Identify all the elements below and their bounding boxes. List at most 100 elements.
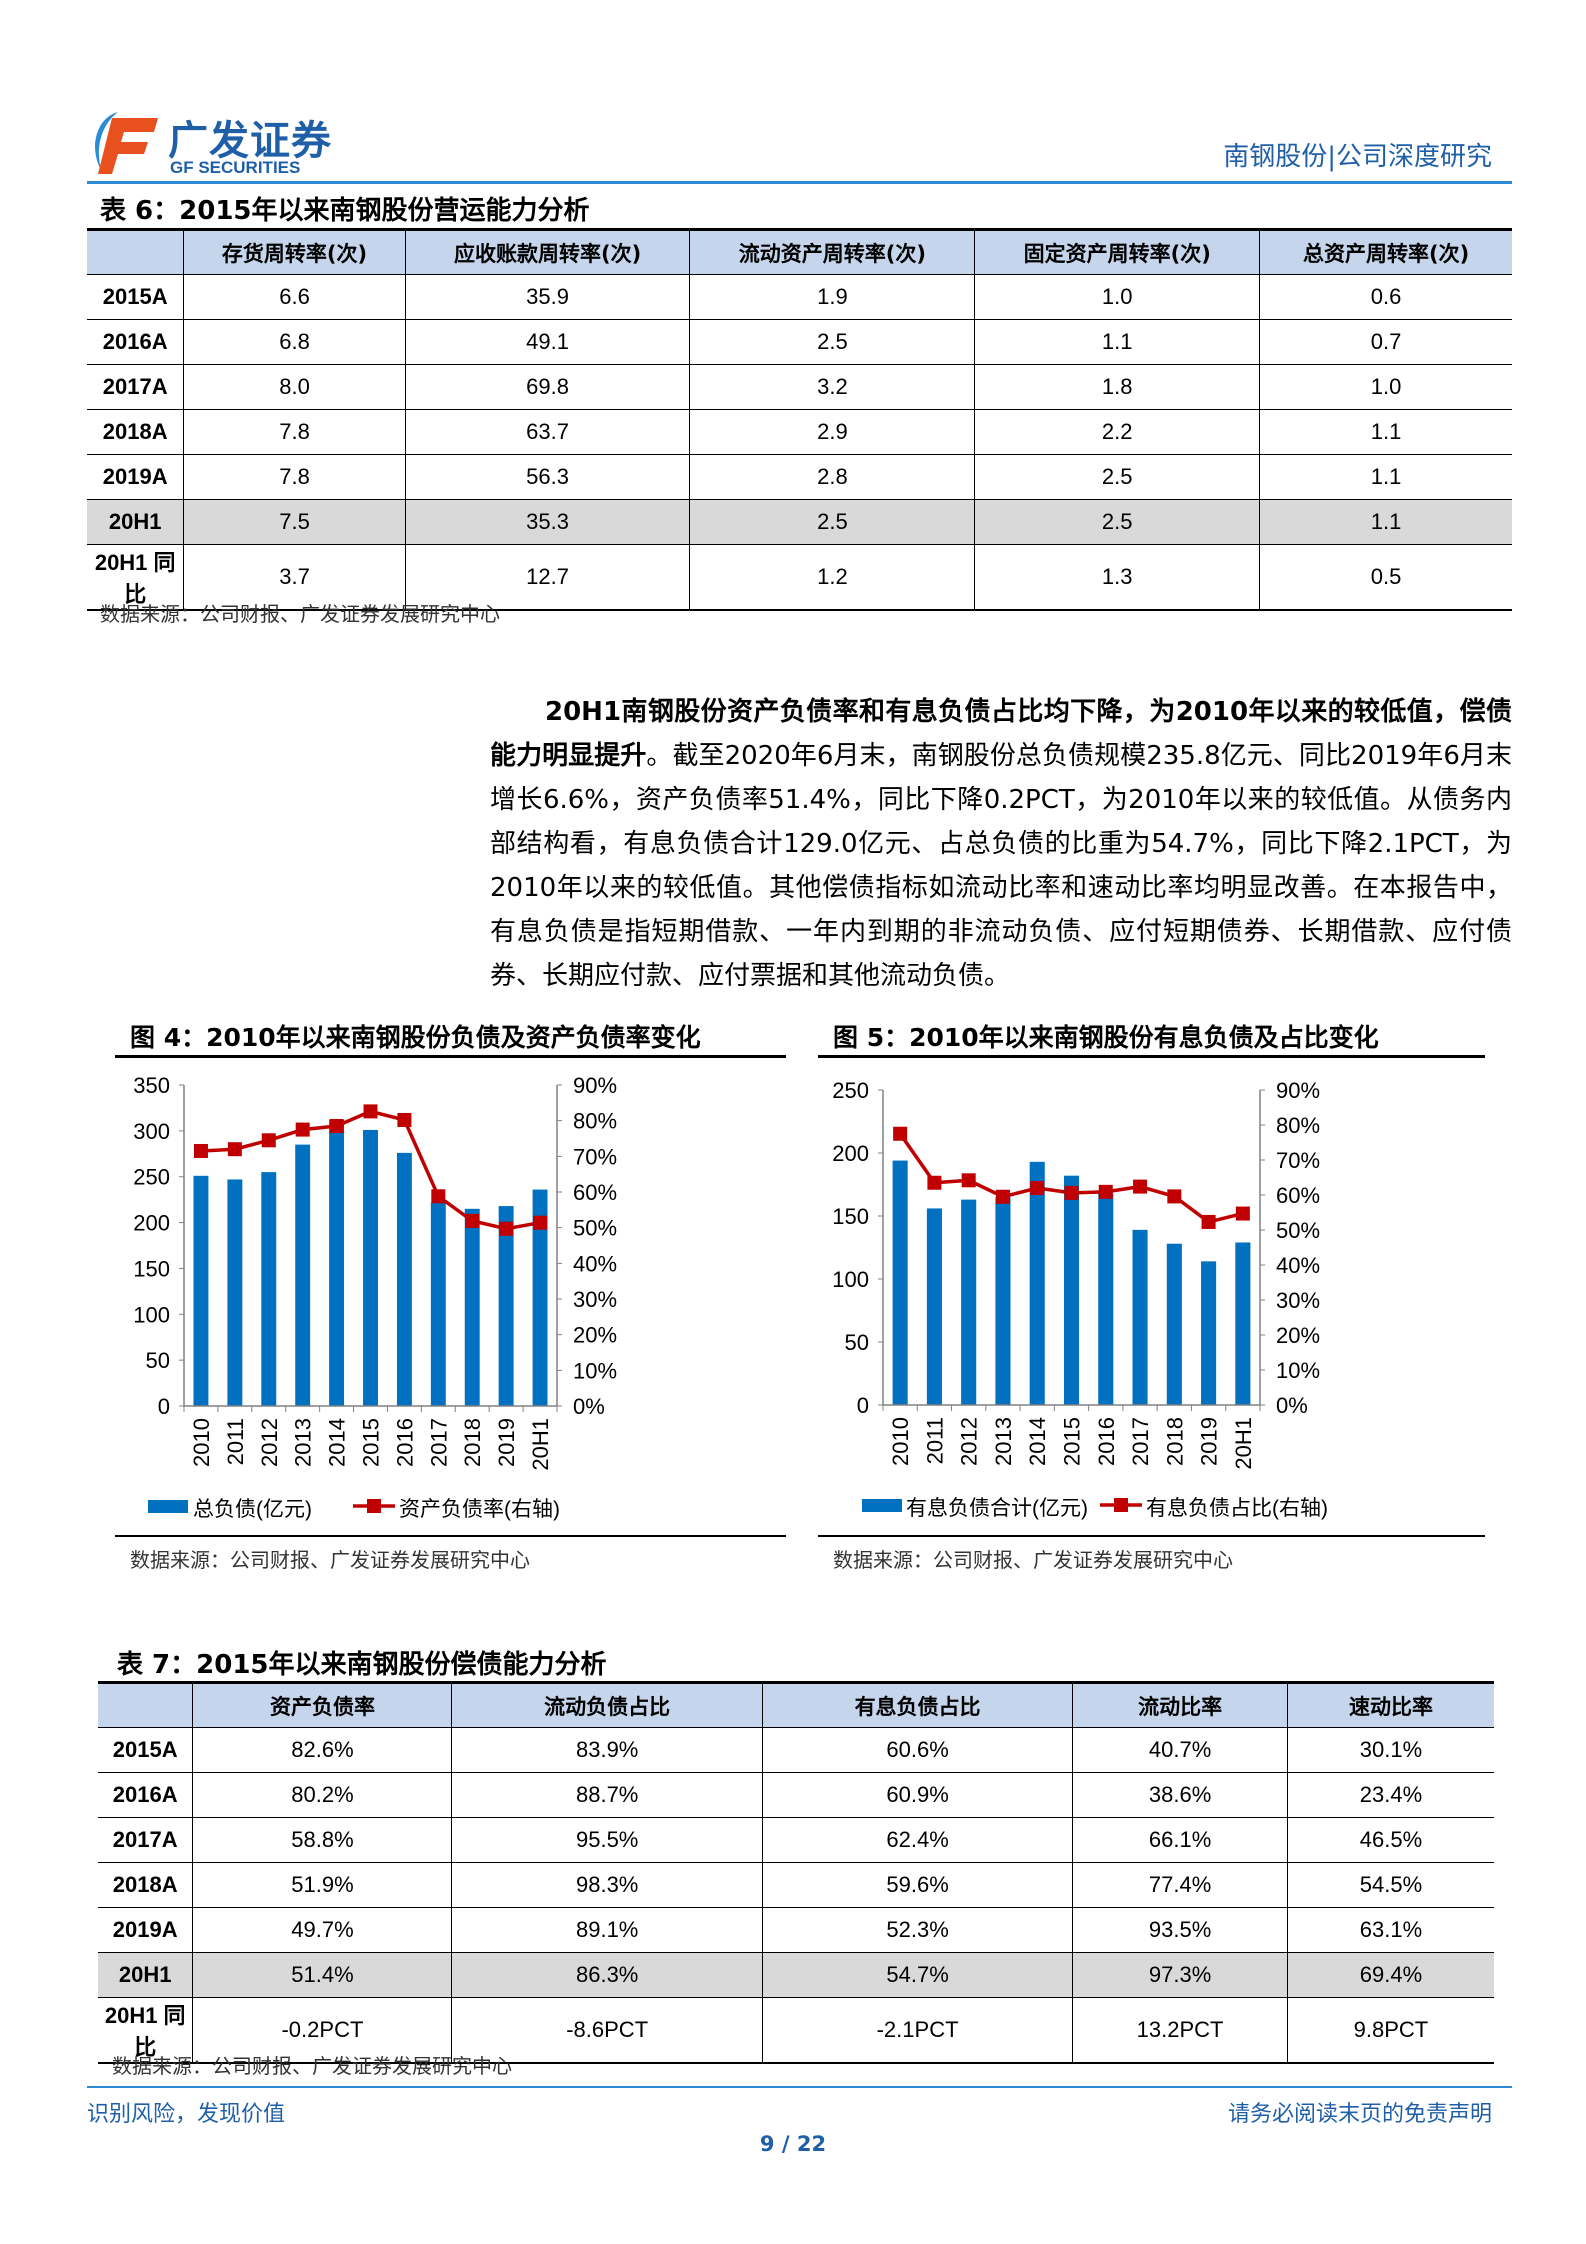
table-row: 2015A 82.6% 83.9% 60.6% 40.7% 30.1% <box>98 1727 1494 1773</box>
table-row: 2015A 6.6 35.9 1.9 1.0 0.6 <box>87 274 1512 320</box>
legend-bar-swatch <box>148 1500 188 1513</box>
x-tick-label: 2018 <box>1162 1417 1187 1466</box>
bar <box>498 1206 514 1406</box>
bar <box>1029 1161 1045 1405</box>
header-divider <box>87 181 1512 184</box>
left-tick-label: 100 <box>832 1267 869 1292</box>
x-tick-label: 2017 <box>426 1418 451 1467</box>
table-cell: 7.5 <box>183 499 406 545</box>
right-tick-label: 20% <box>1276 1323 1320 1348</box>
line-marker <box>995 1189 1010 1204</box>
table-row: 2017A 8.0 69.8 3.2 1.8 1.0 <box>87 364 1512 410</box>
bar <box>1166 1243 1182 1405</box>
line-marker <box>533 1215 548 1230</box>
table-cell: 62.4% <box>761 1817 1074 1863</box>
table7-source: 数据来源：公司财报、广发证券发展研究中心 <box>112 2054 512 2078</box>
table-cell: 63.1% <box>1286 1907 1494 1953</box>
line-marker <box>499 1221 514 1236</box>
right-tick-label: 0% <box>1276 1393 1308 1418</box>
table-row: 2018A 7.8 63.7 2.9 2.2 1.1 <box>87 409 1512 455</box>
table-row: 20H1 同比 3.7 12.7 1.2 1.3 0.5 <box>87 544 1512 611</box>
x-tick-label: 2015 <box>1060 1417 1085 1466</box>
table-row: 20H1 7.5 35.3 2.5 2.5 1.1 <box>87 499 1512 545</box>
x-tick-label: 2014 <box>325 1418 350 1467</box>
table-cell: 13.2PCT <box>1072 1997 1288 2064</box>
line-marker <box>1201 1214 1216 1229</box>
bar <box>295 1144 311 1406</box>
chart4-title: 图 4：2010年以来南钢股份负债及资产负债率变化 <box>130 1023 701 1052</box>
chart4-container: 0 50 100 150 200 250 300 350 0% 10% 20% 30% 40% 50% 60… <box>115 1055 786 1537</box>
table-cell: -8.6PCT <box>451 1997 763 2064</box>
right-tick-label: 30% <box>1276 1288 1320 1313</box>
table-cell: 35.9 <box>404 274 691 320</box>
x-tick-label: 2016 <box>1094 1417 1119 1466</box>
table-cell: 49.1 <box>404 319 691 365</box>
gf-logo-icon <box>95 112 158 174</box>
bar <box>961 1199 977 1405</box>
x-tick-label: 2019 <box>494 1418 519 1467</box>
right-tick-label: 60% <box>573 1180 617 1205</box>
table-cell: 1.0 <box>1259 364 1512 410</box>
row-label: 2019A <box>87 454 185 500</box>
footer-slogan: 识别风险，发现价值 <box>87 2102 286 2127</box>
table-cell: 86.3% <box>451 1952 763 1998</box>
right-tick-label: 80% <box>573 1109 617 1134</box>
right-tick-label: 80% <box>1276 1113 1320 1138</box>
x-tick-label: 2011 <box>223 1418 248 1465</box>
left-tick-label: 0 <box>158 1394 170 1419</box>
footer-disclaimer-link[interactable]: 请务必阅读末页的免责声明 <box>1227 2102 1492 2127</box>
x-tick-label: 2017 <box>1128 1417 1153 1466</box>
right-tick-label: 40% <box>573 1251 617 1276</box>
table-cell: -0.2PCT <box>192 1997 453 2064</box>
chart5-svg: 0 50 100 150 200 250 0% 10% 20% 30% 40% 50% 60% 70% 80… <box>832 1078 1328 1520</box>
paragraph-text: 。截至2020年6月末，南钢股份总负债规模235.8亿元、同比2019年6月末增… <box>490 741 1512 991</box>
x-tick-label: 2012 <box>957 1417 982 1466</box>
table-cell: 1.1 <box>1259 499 1512 545</box>
chart4-source: 数据来源：公司财报、广发证券发展研究中心 <box>130 1548 530 1572</box>
right-tick-label: 50% <box>1276 1218 1320 1243</box>
table-cell: 60.9% <box>761 1772 1074 1818</box>
table-row: 2017A 58.8% 95.5% 62.4% 66.1% 46.5% <box>98 1817 1494 1863</box>
table-row: 20H1 同比 -0.2PCT -8.6PCT -2.1PCT 13.2PCT 9.8PC… <box>98 1997 1494 2064</box>
table-cell: 97.3% <box>1072 1952 1288 1998</box>
legend-line-label: 有息负债占比(右轴) <box>1146 1497 1328 1520</box>
table-cell: 2.5 <box>974 499 1261 545</box>
logo-text-en: GF SECURITIES <box>170 158 301 177</box>
x-tick-label: 2013 <box>291 1418 316 1467</box>
bar <box>430 1202 446 1406</box>
table-cell: 52.3% <box>761 1907 1074 1953</box>
right-tick-label: 10% <box>573 1358 617 1383</box>
chart5-container: 0 50 100 150 200 250 0% 10% 20% 30% 40% 50% 60% 70% 80… <box>818 1055 1485 1537</box>
table-cell: 8.0 <box>183 364 406 410</box>
table-cell: 3.2 <box>689 364 976 410</box>
line-marker <box>227 1142 242 1157</box>
row-label: 20H1 <box>87 499 185 545</box>
bar <box>995 1197 1011 1405</box>
paragraph-bold-lead: 20H1南钢股份资产负债率和有息负债占比均下降，为2010年以来的较低值，偿债能… <box>490 697 1512 771</box>
x-tick-label: 2010 <box>189 1418 214 1467</box>
bar <box>396 1152 412 1406</box>
column-header: 流动比率 <box>1072 1681 1288 1728</box>
table-cell: 93.5% <box>1072 1907 1288 1953</box>
left-tick-label: 250 <box>832 1078 869 1103</box>
bar <box>1132 1229 1148 1405</box>
table-cell: 6.8 <box>183 319 406 365</box>
left-tick-label: 300 <box>133 1119 170 1144</box>
table-header-row: 资产负债率 流动负债占比 有息负债占比 流动比率 速动比率 <box>98 1681 1494 1728</box>
line-marker <box>1235 1206 1250 1221</box>
table-cell: 2.5 <box>689 319 976 365</box>
table-cell: 1.8 <box>974 364 1261 410</box>
table-cell: 54.5% <box>1286 1862 1494 1908</box>
table6-title: 表 6：2015年以来南钢股份营运能力分析 <box>100 196 590 226</box>
legend-bar-label: 总负债(亿元) <box>193 1498 312 1521</box>
x-tick-label: 2014 <box>1025 1417 1050 1466</box>
x-tick-label: 2012 <box>257 1418 282 1467</box>
table-cell: 38.6% <box>1072 1772 1288 1818</box>
table-cell: 69.8 <box>404 364 691 410</box>
left-tick-label: 200 <box>832 1141 869 1166</box>
legend-line-label: 资产负债率(右轴) <box>399 1498 560 1521</box>
document-type: 南钢股份|公司深度研究 <box>1223 142 1492 172</box>
left-tick-label: 200 <box>133 1211 170 1236</box>
line-marker <box>1133 1179 1148 1194</box>
x-tick-label: 2016 <box>392 1418 417 1467</box>
